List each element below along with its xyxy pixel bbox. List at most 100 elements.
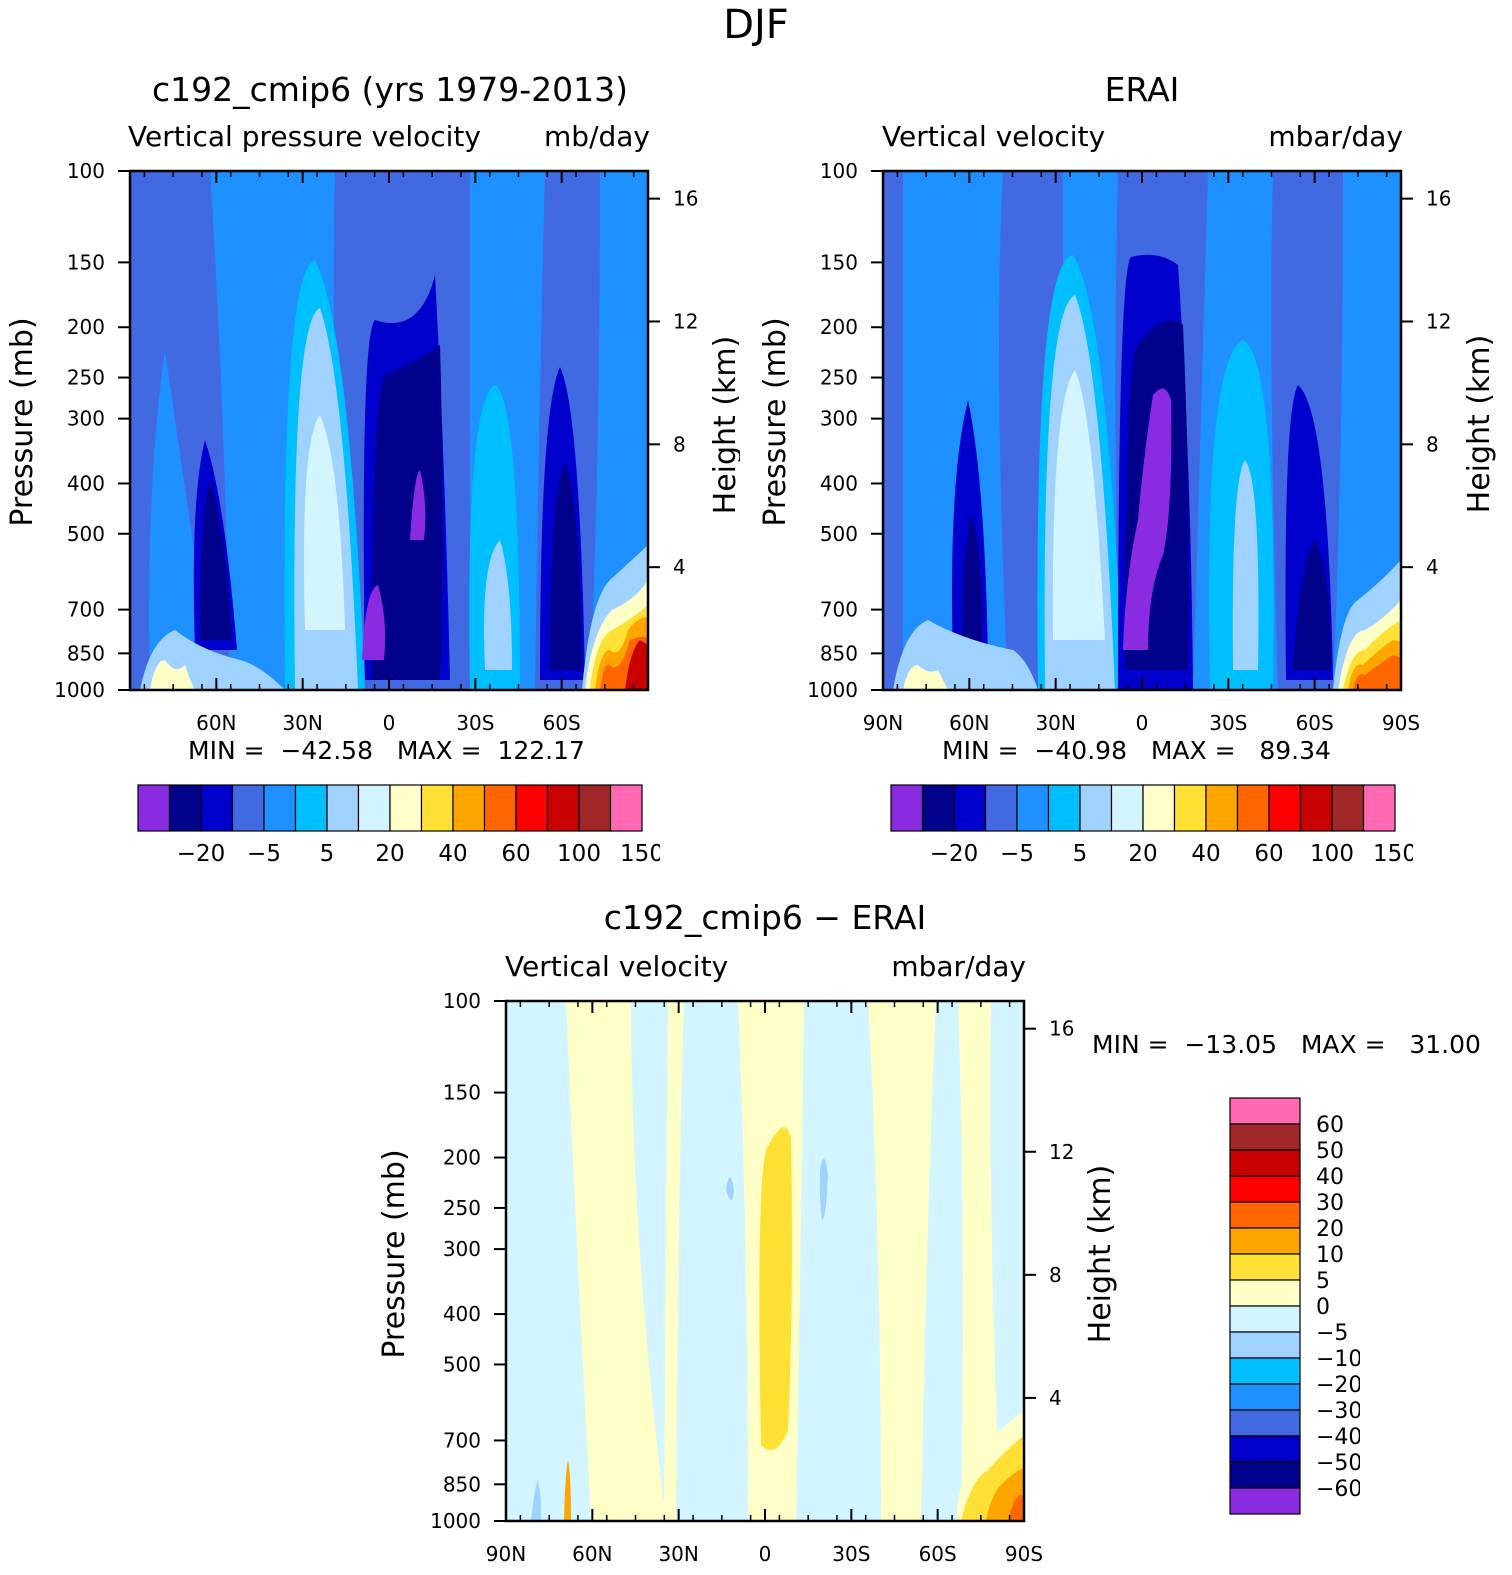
- diff-min-label: MIN: [1092, 1030, 1140, 1059]
- x-tick-label: 30S: [832, 1542, 870, 1566]
- y-tick-label: 700: [443, 1428, 481, 1452]
- colorbar-swatch: [1229, 1201, 1301, 1229]
- colorbar-label: 0: [1316, 1295, 1330, 1320]
- colorbar-swatch: [1173, 784, 1207, 832]
- diff-max-label: MAX: [1300, 1030, 1357, 1059]
- x-tick-label: 90S: [1382, 711, 1420, 735]
- model-min-value: −42.58: [280, 736, 373, 765]
- colorbar-swatch: [546, 784, 580, 832]
- x-tick-label: 60S: [919, 1542, 957, 1566]
- colorbar-swatch: [1229, 1383, 1301, 1411]
- model-boundary-layer-nh-pos: [150, 660, 195, 690]
- x-tick-label: 30S: [1209, 711, 1247, 735]
- y-tick-label: 250: [67, 366, 105, 390]
- colorbar-swatch: [1229, 1305, 1301, 1333]
- diff-nh-neg-patch: [531, 1480, 542, 1521]
- obs-axis-ticks: 100 150 200 250 300 400 500 700 850 1000 16 12 8 4 90N…: [807, 160, 1451, 735]
- y2-tick-label: 4: [673, 555, 686, 579]
- colorbar-label: −60: [1316, 1477, 1360, 1502]
- colorbar-swatch: [452, 784, 486, 832]
- model-panel-title: c192_cmip6 (yrs 1979-2013): [152, 70, 628, 109]
- obs-sh-descent-core: [1232, 460, 1259, 670]
- colorbar-swatch: [953, 784, 987, 832]
- model-ylabel: Pressure (mb): [5, 317, 40, 526]
- y-tick-label: 850: [443, 1472, 481, 1496]
- obs-storm-track-nh-core: [962, 515, 982, 660]
- y2-tick-label: 12: [673, 309, 698, 333]
- x-tick-label: 90N: [486, 1542, 526, 1566]
- diff-pos-band-4: [868, 1001, 936, 1521]
- diff-neg-patch-1: [726, 1177, 734, 1200]
- colorbar-label: 50: [1316, 1139, 1344, 1164]
- y-tick-label: 150: [820, 250, 858, 274]
- y-tick-label: 250: [820, 366, 858, 390]
- x-tick-label: 60N: [949, 711, 989, 735]
- colorbar-swatch: [168, 784, 202, 832]
- colorbar-swatch: [137, 784, 171, 832]
- colorbar-swatch: [357, 784, 391, 832]
- model-max-label: MAX: [396, 736, 453, 765]
- y2-tick-label: 4: [1049, 1386, 1062, 1410]
- x-tick-label: 0: [759, 1542, 772, 1566]
- y-tick-label: 700: [67, 598, 105, 622]
- model-descent-core: [304, 415, 345, 630]
- y-tick-label: 400: [820, 471, 858, 495]
- x-tick-label: 0: [1136, 711, 1149, 735]
- diff-pos-band-5: [958, 1001, 1001, 1521]
- colorbar-swatch: [1229, 1097, 1301, 1125]
- colorbar-swatch: [1299, 784, 1333, 832]
- colorbar-swatch: [1110, 784, 1144, 832]
- colorbar-swatch: [420, 784, 454, 832]
- colorbar-swatch: [1229, 1487, 1301, 1515]
- colorbar-label: 5: [1316, 1269, 1330, 1294]
- colorbar-label: 30: [1316, 1191, 1344, 1216]
- colorbar-label: −5: [1316, 1321, 1348, 1346]
- x-tick-label: 90S: [1005, 1542, 1043, 1566]
- colorbar-label: 60: [1316, 1113, 1344, 1138]
- model-variable-label: Vertical pressure velocity: [128, 120, 481, 153]
- obs-storm-track-sh-core: [1293, 540, 1331, 670]
- colorbar-swatch: [1229, 1331, 1301, 1359]
- colorbar-label: 150: [1373, 841, 1413, 867]
- colorbar-label: 5: [320, 841, 335, 867]
- y-tick-label: 500: [820, 522, 858, 546]
- colorbar-swatch: [578, 784, 612, 832]
- y2-tick-label: 8: [673, 432, 686, 456]
- colorbar-label: 100: [557, 841, 601, 867]
- obs-itcz-max: [1123, 388, 1172, 650]
- colorbar-swatch: [1229, 1461, 1301, 1489]
- obs-min-max: MIN = −40.98 MAX = 89.34: [942, 736, 1331, 765]
- x-tick-label: 60N: [196, 711, 236, 735]
- diff-min-value: −13.05: [1184, 1030, 1277, 1059]
- obs-min-label: MIN: [942, 736, 990, 765]
- model-itcz-max-a: [362, 585, 386, 660]
- colorbar-label: 40: [1191, 841, 1220, 867]
- obs-contour-plot: 100 150 200 250 300 400 500 700 850 1000 16 12 8 4 90N…: [758, 160, 1497, 735]
- colorbar-swatch: [389, 784, 423, 832]
- colorbar-label: −5: [1000, 841, 1034, 867]
- colorbar-label: 60: [501, 841, 530, 867]
- y-tick-label: 100: [67, 160, 105, 183]
- y-tick-label: 500: [443, 1352, 481, 1376]
- colorbar-label: −50: [1316, 1451, 1360, 1476]
- y2-tick-label: 12: [1049, 1140, 1074, 1164]
- model-sh-descent-core: [484, 540, 512, 670]
- colorbar-swatch: [984, 784, 1018, 832]
- colorbar-swatch: [200, 784, 234, 832]
- x-tick-label: 60S: [543, 711, 581, 735]
- colorbar-swatch: [263, 784, 297, 832]
- obs-colorbar: −20 −5 5 20 40 60 100 150: [890, 784, 1413, 867]
- diff-antarctic-4: [1008, 1495, 1024, 1521]
- y-tick-label: 1000: [807, 678, 858, 702]
- y2-tick-label: 12: [1426, 309, 1451, 333]
- model-storm-track-sh-core: [550, 463, 582, 670]
- colorbar-swatch: [1079, 784, 1113, 832]
- colorbar-swatch: [1229, 1123, 1301, 1151]
- colorbar-label: 40: [1316, 1165, 1344, 1190]
- colorbar-label: 150: [620, 841, 660, 867]
- colorbar-label: −20: [177, 841, 226, 867]
- model-colorbar: −20 −5 5 20 40 60 100 150: [137, 784, 660, 867]
- model-min-label: MIN: [188, 736, 236, 765]
- model-storm-track-nh-core: [200, 480, 232, 640]
